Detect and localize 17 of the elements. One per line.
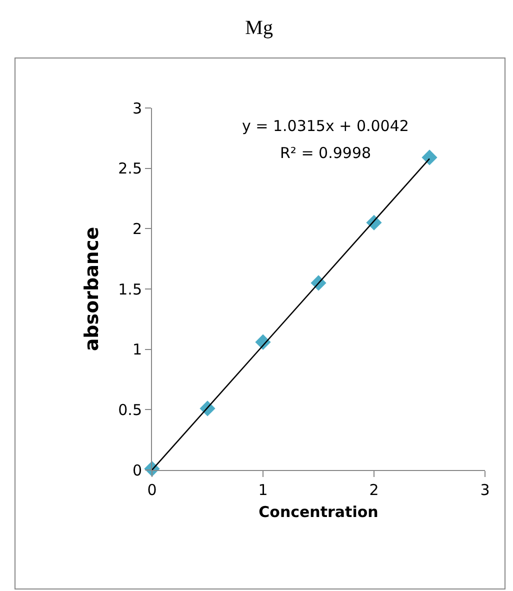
- annotation: R² = 0.9998: [280, 144, 372, 162]
- x-tick-label: 3: [480, 481, 490, 499]
- y-tick-label: 0.5: [118, 400, 142, 419]
- x-tick-label: 0: [147, 481, 157, 499]
- x-tick-label: 1: [258, 481, 268, 499]
- y-tick-label: 2: [132, 220, 142, 238]
- x-tick-label: 2: [369, 481, 379, 499]
- point: [422, 150, 438, 166]
- y-tick-label: 3: [132, 99, 142, 118]
- y-tick-label: 2.5: [118, 160, 142, 178]
- y-tick-label: 0: [132, 461, 142, 480]
- y-tick-label: 1: [132, 340, 142, 359]
- y-tick-label: 1.5: [118, 280, 142, 298]
- annotation: y = 1.0315x + 0.0042: [242, 117, 409, 135]
- x-axis-title: Concentration: [258, 503, 378, 521]
- y-axis-title: absorbance: [80, 226, 103, 352]
- chart-title: Mg: [245, 17, 273, 39]
